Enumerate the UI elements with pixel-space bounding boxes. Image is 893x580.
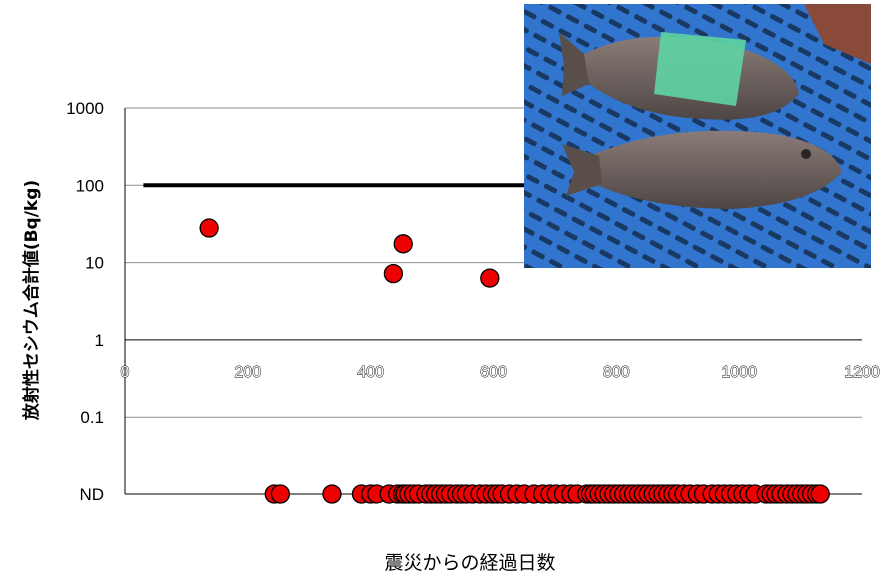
flatfish-photo [524,4,871,268]
x-tick-label: 0 [121,364,130,381]
x-tick-label: 1200 [844,364,880,381]
x-axis-label: 震災からの経過日数 [384,552,555,574]
y-tick-label: 10 [85,254,104,273]
y-axis-label: 放射性セシウム合計値(Bq/kg) [21,180,42,421]
x-tick-label: 800 [603,364,630,381]
y-tick-labels: 1000 100 10 1 0.1 ND [66,99,104,504]
data-point [199,218,219,238]
x-tick-label: 600 [480,364,507,381]
x-tick-label: 1000 [721,364,757,381]
nd-point [322,484,342,504]
data-point [480,268,500,288]
data-points [199,218,830,504]
nd-point [810,484,830,504]
x-tick-labels: 0 200 400 600 800 1000 1200 [120,363,880,381]
x-tick-label: 200 [234,364,261,381]
y-tick-label: 0.1 [80,408,104,427]
data-point [383,263,404,284]
y-tick-label: ND [79,485,104,504]
y-tick-label: 1 [95,331,104,350]
nd-point [270,484,291,504]
y-tick-label: 100 [76,176,104,195]
x-tick-label: 400 [357,364,384,381]
y-tick-label: 1000 [66,99,104,118]
data-point [393,234,413,254]
